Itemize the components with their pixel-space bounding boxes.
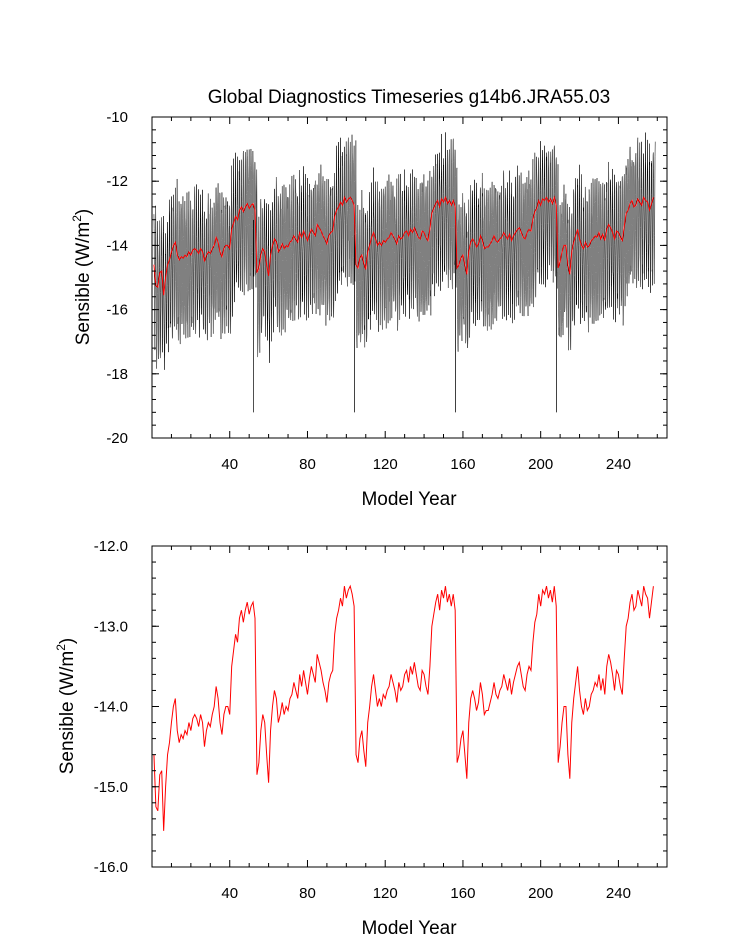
top-axes: 40 80 120 160 200 240 -20 -18 -16 -14 -12 -10 <box>106 109 667 473</box>
bottom-x-tick-label: 200 <box>528 885 553 902</box>
top-y-tick-label: -12 <box>106 173 128 190</box>
bottom-y-label-superscript: 2 <box>54 644 68 651</box>
bottom-y-tick-label: -15.0 <box>94 779 128 796</box>
top-chart: 40 80 120 160 200 240 -20 -18 -16 -14 -12 -10 Model… <box>70 109 668 510</box>
top-x-tick-label: 80 <box>299 456 316 473</box>
bottom-axes: 40 80 120 160 200 240 -16.0 -15.0 -14.0 -13.0 -12.… <box>94 538 667 902</box>
bottom-annual-line <box>153 584 654 831</box>
top-y-label-tail: ) <box>73 209 94 215</box>
top-x-tick-label: 200 <box>528 456 553 473</box>
top-x-tick-label: 120 <box>373 456 398 473</box>
top-y-tick-label: -14 <box>106 237 128 254</box>
bottom-y-label-main: Sensible (W/m <box>57 651 78 775</box>
top-x-tick-label: 240 <box>606 456 631 473</box>
bottom-y-tick-label: -12.0 <box>94 538 128 555</box>
top-y-label-superscript: 2 <box>70 215 84 222</box>
bottom-x-tick-label: 120 <box>373 885 398 902</box>
top-y-axis-label: Sensible (W/m2) <box>70 209 94 346</box>
bottom-y-tick-label: -14.0 <box>94 699 128 716</box>
top-y-tick-label: -16 <box>106 302 128 319</box>
top-annual-series <box>153 195 654 296</box>
top-x-tick-label: 40 <box>221 456 238 473</box>
bottom-y-label-tail: ) <box>57 638 78 644</box>
top-monthly-line <box>153 132 656 413</box>
top-y-label-main: Sensible (W/m <box>73 222 94 346</box>
bottom-x-tick-label: 240 <box>606 885 631 902</box>
bottom-x-axis-label: Model Year <box>361 918 457 939</box>
figure-title: Global Diagnostics Timeseries g14b6.JRA5… <box>208 87 610 108</box>
bottom-chart: 40 80 120 160 200 240 -16.0 -15.0 -14.0 -13.0 -12.… <box>54 538 668 939</box>
top-x-tick-label: 160 <box>450 456 475 473</box>
top-annual-line <box>153 195 654 296</box>
bottom-x-tick-label: 40 <box>221 885 238 902</box>
top-y-tick-label: -18 <box>106 366 128 383</box>
top-x-axis-label: Model Year <box>361 489 457 510</box>
top-y-tick-label: -10 <box>106 109 128 126</box>
bottom-x-tick-label: 80 <box>299 885 316 902</box>
bottom-y-axis-label: Sensible (W/m2) <box>54 638 78 775</box>
top-monthly-series <box>153 132 656 413</box>
bottom-y-tick-label: -13.0 <box>94 618 128 635</box>
top-y-tick-label: -20 <box>106 430 128 447</box>
bottom-x-tick-label: 160 <box>450 885 475 902</box>
bottom-y-tick-label: -16.0 <box>94 859 128 876</box>
bottom-annual-series <box>153 584 654 831</box>
top-plot-frame <box>151 116 668 439</box>
